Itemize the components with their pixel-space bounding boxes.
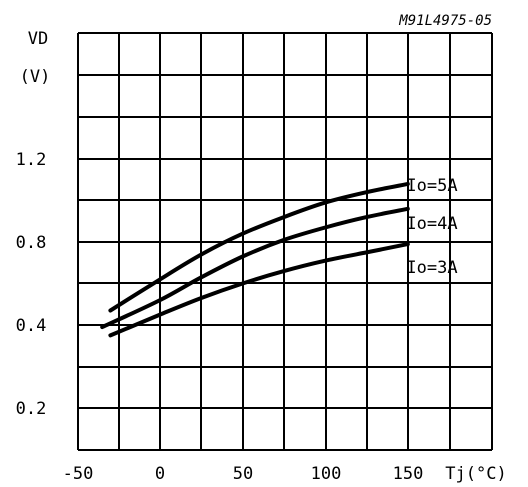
series-label-io-4a: Io=4A bbox=[406, 214, 457, 234]
series-line-io-3a bbox=[108, 242, 410, 338]
y-tick-label-0-8: 0.8 bbox=[16, 233, 47, 253]
chart-curves bbox=[100, 181, 410, 338]
series-label-io-5a: Io=5A bbox=[406, 176, 457, 196]
y-axis-label: VD bbox=[28, 29, 48, 49]
chart-grid bbox=[77, 32, 493, 451]
y-tick-label-1-2: 1.2 bbox=[16, 150, 47, 170]
y-axis-unit: (V) bbox=[20, 67, 51, 87]
x-tick-label-100: 100 bbox=[311, 464, 342, 484]
x-tick-label-neg50: -50 bbox=[63, 464, 94, 484]
x-tick-label-50: 50 bbox=[233, 464, 253, 484]
series-label-io-3a: Io=3A bbox=[406, 258, 457, 278]
series-line-io-5a bbox=[108, 181, 410, 313]
y-tick-label-0-2: 0.2 bbox=[16, 399, 47, 419]
figure-code: M91L4975-05 bbox=[398, 13, 492, 29]
x-tick-label-150: 150 bbox=[393, 464, 424, 484]
series-line-io-4a bbox=[100, 206, 410, 330]
x-tick-label-0: 0 bbox=[155, 464, 165, 484]
x-axis-label: Tj(°C) bbox=[445, 464, 506, 484]
y-tick-label-0-4: 0.4 bbox=[16, 316, 47, 336]
